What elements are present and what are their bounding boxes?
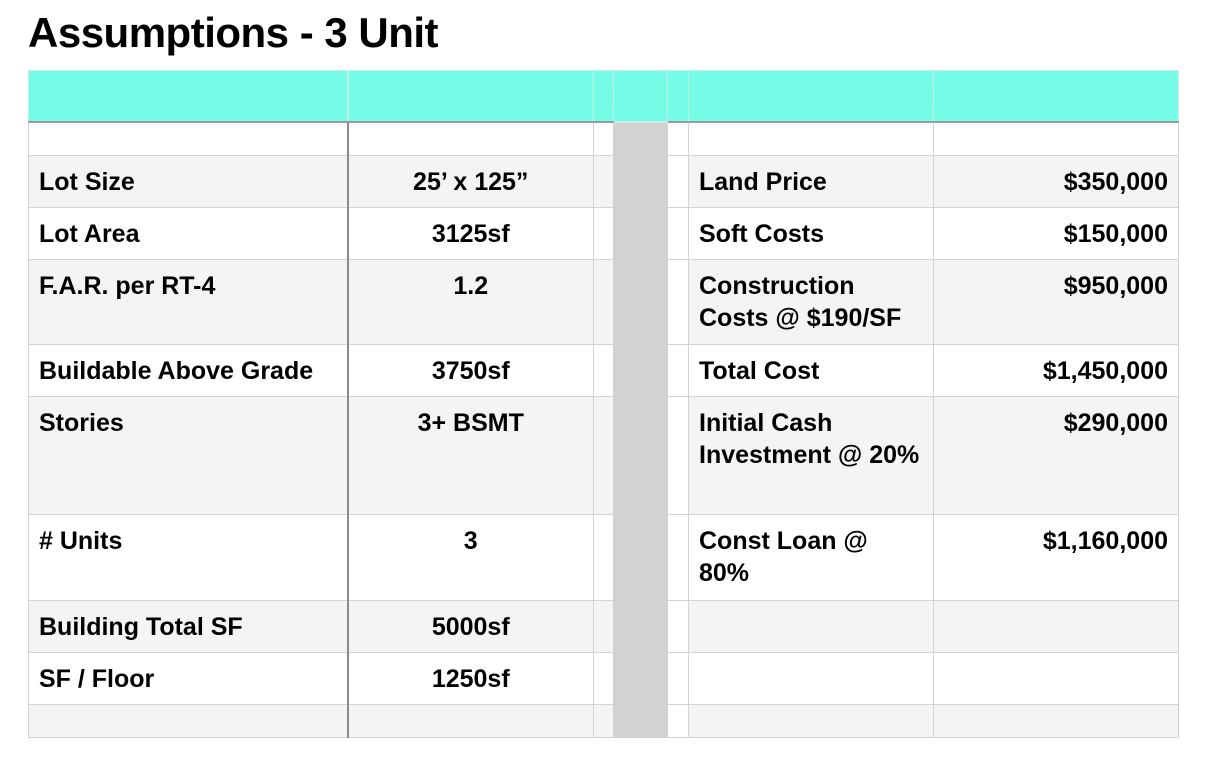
left-value-cell[interactable]: 3+ BSMT [347, 396, 594, 515]
right-value-cell[interactable]: $150,000 [933, 207, 1179, 260]
table-row: # Units 3 Const Loan @ 80% $1,160,000 [28, 514, 1179, 601]
right-label-cell[interactable]: Land Price [688, 155, 934, 208]
table-header-row [28, 70, 1179, 123]
empty-cell[interactable] [593, 704, 614, 738]
empty-cell[interactable] [688, 121, 934, 156]
right-value-cell[interactable] [933, 600, 1179, 653]
empty-cell[interactable] [933, 704, 1179, 738]
spacer-cell[interactable] [613, 155, 668, 208]
empty-cell[interactable] [667, 600, 689, 653]
empty-cell[interactable] [667, 207, 689, 260]
spacer-cell[interactable] [613, 652, 668, 705]
empty-cell[interactable] [347, 121, 594, 156]
table-row: Lot Area 3125sf Soft Costs $150,000 [28, 207, 1179, 260]
empty-cell[interactable] [667, 155, 689, 208]
left-label-cell[interactable]: Buildable Above Grade [28, 344, 349, 397]
empty-cell[interactable] [667, 259, 689, 345]
header-cell[interactable] [933, 70, 1179, 123]
left-label-cell[interactable]: Lot Size [28, 155, 349, 208]
empty-cell[interactable] [688, 704, 934, 738]
empty-cell[interactable] [593, 155, 614, 208]
right-value-cell[interactable]: $1,450,000 [933, 344, 1179, 397]
table-row: SF / Floor 1250sf [28, 652, 1179, 705]
spacer-cell[interactable] [613, 704, 668, 738]
page-title: Assumptions - 3 Unit [28, 9, 439, 56]
left-value-cell[interactable]: 5000sf [347, 600, 594, 653]
left-label-cell[interactable]: Lot Area [28, 207, 349, 260]
assumptions-table: Lot Size 25’ x 125” Land Price $350,000 … [28, 70, 1179, 738]
empty-cell[interactable] [347, 704, 594, 738]
header-cell[interactable] [667, 70, 689, 123]
left-value-cell[interactable]: 3750sf [347, 344, 594, 397]
spacer-cell[interactable] [613, 207, 668, 260]
empty-cell[interactable] [667, 652, 689, 705]
empty-cell[interactable] [667, 704, 689, 738]
table-row: Building Total SF 5000sf [28, 600, 1179, 653]
left-label-cell[interactable]: Building Total SF [28, 600, 349, 653]
empty-cell[interactable] [593, 121, 614, 156]
table-row: Stories 3+ BSMT Initial Cash Investment … [28, 396, 1179, 515]
empty-cell[interactable] [593, 207, 614, 260]
empty-cell[interactable] [28, 704, 349, 738]
empty-cell[interactable] [933, 121, 1179, 156]
right-label-cell[interactable]: Const Loan @ 80% [688, 514, 934, 601]
left-value-cell[interactable]: 25’ x 125” [347, 155, 594, 208]
right-value-cell[interactable]: $1,160,000 [933, 514, 1179, 601]
left-label-cell[interactable]: Stories [28, 396, 349, 515]
left-value-cell[interactable]: 1250sf [347, 652, 594, 705]
left-value-cell[interactable]: 3125sf [347, 207, 594, 260]
empty-cell[interactable] [593, 344, 614, 397]
spacer-cell[interactable] [613, 600, 668, 653]
empty-cell[interactable] [593, 600, 614, 653]
spacer-cell[interactable] [613, 121, 668, 156]
left-value-cell[interactable]: 1.2 [347, 259, 594, 345]
empty-cell[interactable] [667, 121, 689, 156]
right-label-cell[interactable]: Initial Cash Investment @ 20% [688, 396, 934, 515]
spacer-cell[interactable] [613, 344, 668, 397]
left-label-cell[interactable]: # Units [28, 514, 349, 601]
right-label-cell[interactable] [688, 652, 934, 705]
table-row: Buildable Above Grade 3750sf Total Cost … [28, 344, 1179, 397]
right-value-cell[interactable] [933, 652, 1179, 705]
spacer-cell[interactable] [613, 396, 668, 515]
header-cell[interactable] [613, 70, 668, 123]
spacer-cell[interactable] [613, 259, 668, 345]
table-row [28, 121, 1179, 156]
right-label-cell[interactable]: Soft Costs [688, 207, 934, 260]
empty-cell[interactable] [667, 396, 689, 515]
left-label-cell[interactable]: SF / Floor [28, 652, 349, 705]
table-row: F.A.R. per RT-4 1.2 Construction Costs @… [28, 259, 1179, 345]
right-value-cell[interactable]: $290,000 [933, 396, 1179, 515]
right-value-cell[interactable]: $350,000 [933, 155, 1179, 208]
empty-cell[interactable] [28, 121, 349, 156]
header-cell[interactable] [347, 70, 594, 123]
header-cell[interactable] [593, 70, 614, 123]
header-cell[interactable] [28, 70, 349, 123]
empty-cell[interactable] [593, 396, 614, 515]
right-label-cell[interactable]: Total Cost [688, 344, 934, 397]
right-label-cell[interactable]: Construction Costs @ $190/SF [688, 259, 934, 345]
spacer-cell[interactable] [613, 514, 668, 601]
empty-cell[interactable] [593, 514, 614, 601]
right-label-cell[interactable] [688, 600, 934, 653]
header-cell[interactable] [688, 70, 934, 123]
empty-cell[interactable] [593, 652, 614, 705]
left-label-cell[interactable]: F.A.R. per RT-4 [28, 259, 349, 345]
empty-cell[interactable] [593, 259, 614, 345]
table-row: Lot Size 25’ x 125” Land Price $350,000 [28, 155, 1179, 208]
empty-cell[interactable] [667, 344, 689, 397]
right-value-cell[interactable]: $950,000 [933, 259, 1179, 345]
table-row [28, 704, 1179, 738]
left-value-cell[interactable]: 3 [347, 514, 594, 601]
empty-cell[interactable] [667, 514, 689, 601]
